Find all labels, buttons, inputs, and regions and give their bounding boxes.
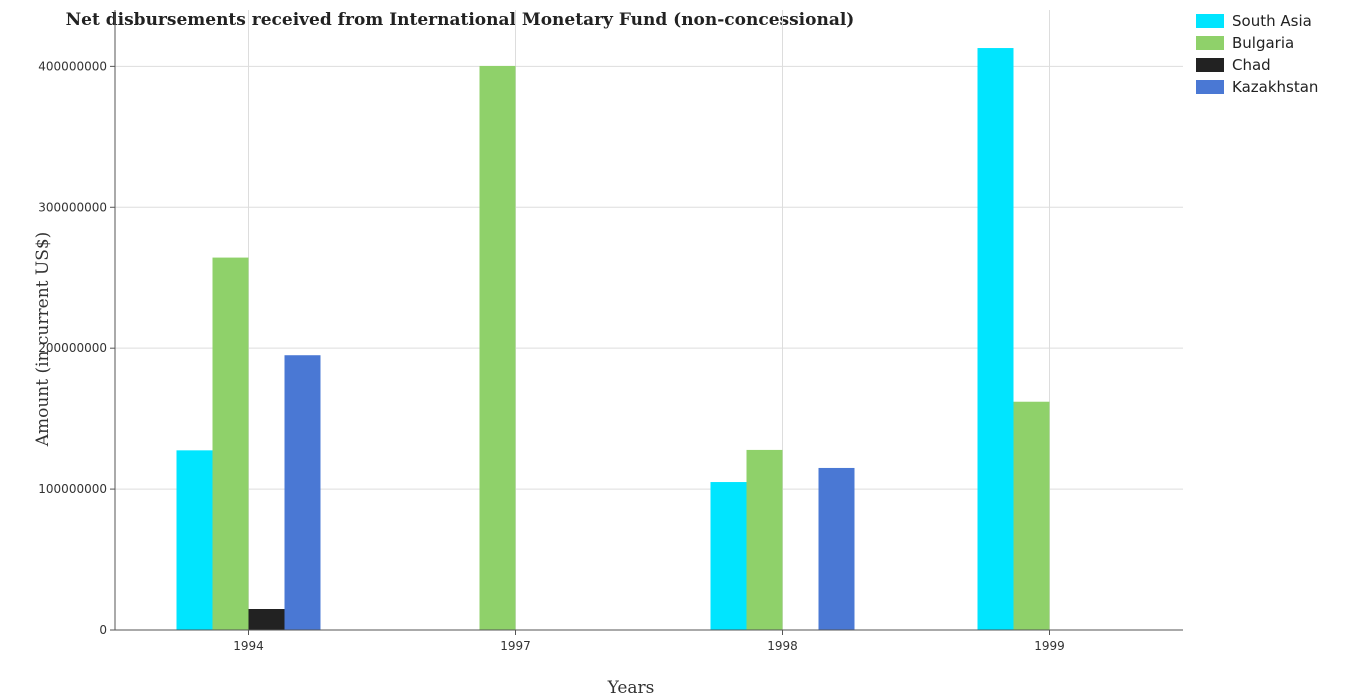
bar-kazakhstan-1994	[284, 355, 321, 630]
x-tick-label: 1998	[767, 639, 798, 653]
bar-chad-1994	[248, 609, 285, 630]
bar-kazakhstan-1998	[818, 467, 855, 630]
bar-bulgaria-1997	[479, 65, 516, 630]
x-tick-label: 1999	[1034, 639, 1065, 653]
y-tick-label: 0	[99, 623, 107, 637]
x-tick-label: 1997	[500, 639, 531, 653]
legend-swatch	[1196, 36, 1224, 50]
y-tick-label: 200000000	[38, 341, 107, 355]
y-tick-label: 400000000	[38, 59, 107, 73]
legend-label: Kazakhstan	[1232, 78, 1318, 96]
legend-label: Chad	[1232, 56, 1271, 74]
bar-bulgaria-1998	[746, 449, 783, 630]
y-axis-label: Amount (in current US$)	[33, 232, 53, 448]
legend-swatch	[1196, 14, 1224, 28]
bar-bulgaria-1994	[212, 257, 249, 630]
legend: South Asia Bulgaria Chad Kazakhstan	[1196, 12, 1318, 96]
bar-bulgaria-1999	[1013, 401, 1050, 630]
axes: 0 100000000 200000000 300000000 400000000 199…	[38, 10, 1183, 653]
x-axis-label: Years	[607, 678, 655, 698]
bar-south-asia-1994	[176, 450, 213, 630]
bars	[176, 48, 1050, 630]
legend-swatch	[1196, 58, 1224, 72]
bar-south-asia-1999	[977, 48, 1014, 630]
x-tick-label: 1994	[233, 639, 264, 653]
legend-label: Bulgaria	[1232, 34, 1294, 52]
legend-label: South Asia	[1232, 12, 1312, 30]
y-tick-label: 100000000	[38, 482, 107, 496]
legend-swatch	[1196, 80, 1224, 94]
chart-title: Net disbursements received from Internat…	[66, 10, 855, 30]
y-tick-label: 300000000	[38, 200, 107, 214]
bar-south-asia-1998	[710, 482, 747, 630]
